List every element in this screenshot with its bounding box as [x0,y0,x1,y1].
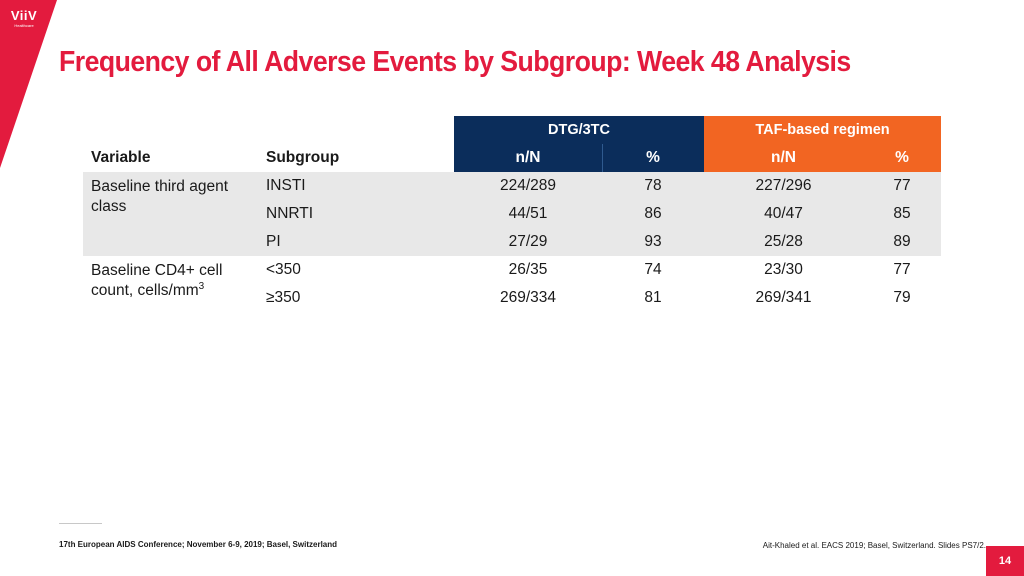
footer-citation: Ait-Khaled et al. EACS 2019; Basel, Swit… [762,541,986,550]
variable-cell: Baseline third agent class [91,178,229,215]
logo-subtext: Healthcare [14,23,34,28]
taf-n-cell: 269/341 [755,289,812,306]
footer-conference: 17th European AIDS Conference; November … [59,540,338,549]
subgroup-column-header: Subgroup [266,149,340,166]
dtg-n-cell: 26/35 [508,261,548,278]
taf-n-column-header: n/N [771,149,796,166]
dtg-percent-cell: 74 [644,261,662,278]
dtg-n-cell: 44/51 [508,205,548,222]
dtg-percent-column-header: % [646,149,660,166]
dtg-header-background [454,144,704,172]
taf-n-cell: 25/28 [764,233,803,250]
taf-percent-cell: 77 [893,261,911,278]
taf-percent-cell: 89 [893,233,911,250]
adverse-events-table: DTG/3TC TAF-based regimen Variable Subgr… [83,116,941,312]
table-group-third-agent-class: Baseline third agent class INSTI 224/289… [83,172,941,256]
viiv-logo: ViiV Healthcare [6,8,42,34]
dtg-percent-cell: 78 [644,177,662,194]
subgroup-cell: <350 [266,261,301,278]
taf-n-cell: 40/47 [764,205,803,222]
taf-percent-column-header: % [895,149,909,166]
subgroup-cell: INSTI [266,177,306,194]
variable-column-header: Variable [91,149,151,166]
taf-percent-cell: 77 [893,177,911,194]
table-row: <350 26/35 74 23/30 77 [83,256,941,284]
taf-n-cell: 23/30 [764,261,803,278]
slide-title: Frequency of All Adverse Events by Subgr… [59,46,851,78]
table-column-header-row: Variable Subgroup n/N % n/N % [83,144,941,172]
table-row: PI 27/29 93 25/28 89 [83,228,941,256]
variable-cell: Baseline CD4+ cell count, cells/mm3 [91,261,261,301]
dtg-n-cell: 27/29 [508,233,548,250]
taf-n-cell: 227/296 [755,177,812,194]
page-number: 14 [986,546,1024,576]
variable-superscript: 3 [198,280,205,292]
subgroup-cell: NNRTI [266,205,314,222]
subgroup-cell: ≥350 [266,289,301,306]
table-row: NNRTI 44/51 86 40/47 85 [83,200,941,228]
table-row: INSTI 224/289 78 227/296 77 [83,172,941,200]
dtg-percent-cell: 81 [644,289,662,306]
taf-header-background [704,144,941,172]
table-row: ≥350 269/334 81 269/341 79 [83,284,941,312]
dtg-n-column-header: n/N [515,149,541,166]
dtg-header-divider [602,144,603,172]
variable-cell-text: Baseline CD4+ cell count, cells/mm [91,262,223,299]
taf-percent-cell: 85 [893,205,911,222]
corner-accent-shape [0,0,57,168]
taf-percent-cell: 79 [893,289,911,306]
logo-text: ViiV [10,8,38,23]
table-group-header-row: DTG/3TC TAF-based regimen [83,116,941,144]
table-group-cd4-count: Baseline CD4+ cell count, cells/mm3 <350… [83,256,941,312]
dtg-n-cell: 269/334 [499,289,557,306]
dtg-percent-cell: 93 [644,233,662,250]
dtg-percent-cell: 86 [644,205,662,222]
subgroup-cell: PI [266,233,281,250]
footer-divider [59,523,102,524]
dtg-3tc-group-header: DTG/3TC [454,116,704,144]
dtg-n-cell: 224/289 [499,177,557,194]
taf-regimen-group-header: TAF-based regimen [704,116,941,144]
